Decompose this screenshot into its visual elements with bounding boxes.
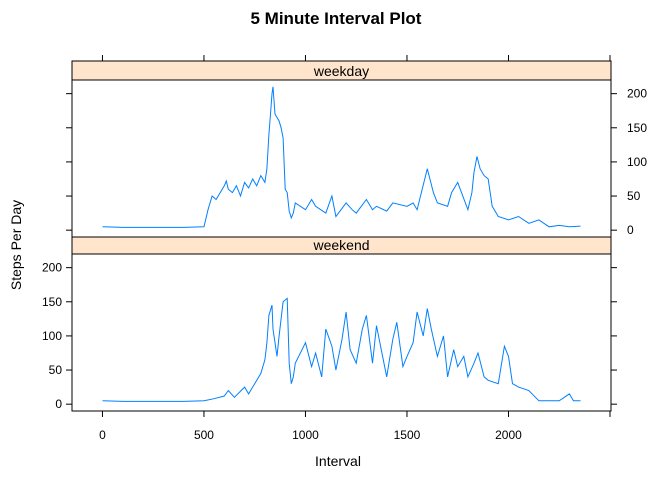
x-tick-label: 1000	[292, 428, 319, 442]
y-tick-label: 200	[627, 87, 647, 101]
x-tick-label: 500	[194, 428, 214, 442]
series-line-weekend	[102, 297, 581, 402]
x-tick-label: 0	[99, 428, 106, 442]
y-tick-label: 0	[627, 223, 634, 237]
y-tick-label: 100	[627, 155, 647, 169]
y-tick-label: 200	[42, 261, 62, 275]
strip-label-weekend: weekend	[312, 237, 369, 253]
y-tick-label: 150	[627, 121, 647, 135]
y-tick-label: 0	[55, 397, 62, 411]
panel-frame-weekend	[71, 253, 612, 412]
y-tick-label: 150	[42, 295, 62, 309]
x-axis-label: Interval	[315, 453, 361, 469]
chart-title: 5 Minute Interval Plot	[251, 9, 422, 28]
x-tick-label: 2000	[495, 428, 522, 442]
series-line-weekday	[102, 86, 581, 228]
y-axis-label: Steps Per Day	[8, 200, 24, 290]
panel-frame-weekday	[71, 79, 612, 238]
y-tick-label: 50	[627, 189, 641, 203]
strip-label-weekday: weekday	[313, 63, 369, 79]
y-tick-label: 50	[49, 363, 63, 377]
x-tick-label: 1500	[394, 428, 421, 442]
y-tick-label: 100	[42, 329, 62, 343]
